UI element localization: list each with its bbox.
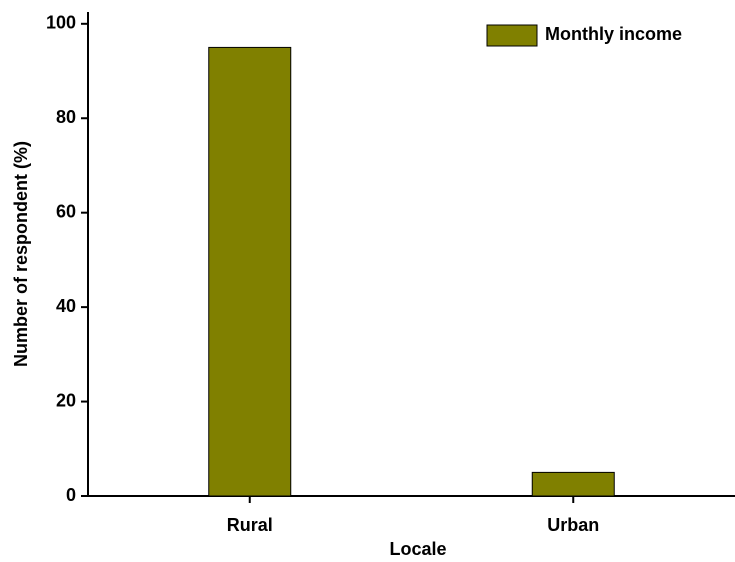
y-tick-label: 0 bbox=[66, 485, 76, 505]
y-axis-label: Number of respondent (%) bbox=[11, 141, 31, 367]
y-tick-label: 80 bbox=[56, 107, 76, 127]
page: {"chart_data": {"type": "bar", "categori… bbox=[0, 0, 735, 562]
legend-swatch bbox=[487, 25, 537, 46]
y-tick-label: 60 bbox=[56, 201, 76, 221]
x-axis-label: Locale bbox=[389, 539, 446, 559]
y-tick-label: 20 bbox=[56, 390, 76, 410]
bar bbox=[209, 47, 291, 496]
chart: Locale Number of respondent (%) 0 20 40 60 8… bbox=[0, 0, 735, 562]
bar bbox=[532, 472, 614, 496]
legend-label: Monthly income bbox=[545, 24, 682, 44]
y-tick-label: 100 bbox=[46, 13, 76, 33]
y-tick-label: 40 bbox=[56, 296, 76, 316]
x-tick-label: Urban bbox=[547, 515, 599, 535]
x-tick-label: Rural bbox=[227, 515, 273, 535]
